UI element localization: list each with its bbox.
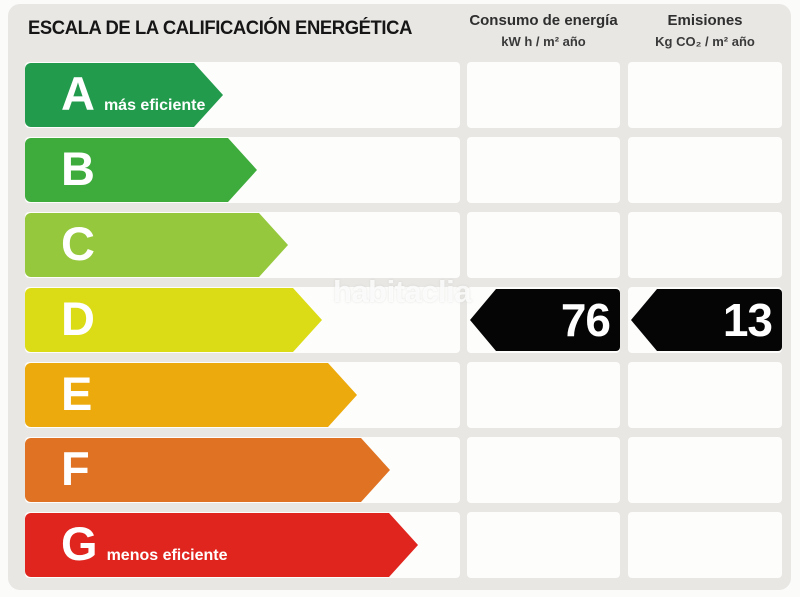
consumo-title: Consumo de energía [469, 12, 618, 29]
habitaclia-watermark: habitaclia [333, 274, 472, 309]
scale-track-f: F [25, 437, 460, 503]
emisiones-value-arrow: 13 [631, 289, 782, 351]
emisiones-value: 13 [722, 294, 773, 346]
rating-letter-f: F [61, 442, 90, 495]
scale-row-f: F [25, 437, 782, 503]
consumo-value-arrow: 76 [470, 289, 620, 351]
emisiones-cell-g [628, 512, 782, 578]
emisiones-cell-e [628, 362, 782, 428]
rating-arrow-b: B [25, 138, 257, 202]
scale-track-d: D [25, 287, 460, 353]
rating-letter-d: D [61, 292, 95, 345]
consumo-cell-b [467, 137, 620, 203]
scale-track-b: B [25, 137, 460, 203]
scale-row-d: D 76 13 [25, 287, 782, 353]
rating-arrow-d: D [25, 288, 322, 352]
consumo-value: 76 [560, 294, 611, 346]
scale-track-c: C [25, 212, 460, 278]
consumo-cell-d: 76 [467, 287, 620, 353]
rating-letter-a: A [61, 67, 95, 120]
emisiones-title: Emisiones [667, 12, 743, 29]
scale-row-b: B [25, 137, 782, 203]
rating-arrow-c: C [25, 213, 288, 277]
consumo-column-header: Consumo de energía kW h / m² año [467, 11, 620, 50]
emisiones-unit: Kg CO₂ / m² año [655, 34, 755, 49]
rating-label-g: menos eficiente [106, 547, 228, 564]
scale-row-c: C [25, 212, 782, 278]
scale-track-e: E [25, 362, 460, 428]
rating-arrow-e: E [25, 363, 357, 427]
consumo-cell-c [467, 212, 620, 278]
consumo-unit: kW h / m² año [501, 34, 586, 49]
rating-letter-g: G [61, 517, 98, 570]
page-title: ESCALA DE LA CALIFICACIÓN ENERGÉTICA [28, 18, 412, 39]
rating-letter-b: B [61, 142, 95, 195]
scale-row-e: E [25, 362, 782, 428]
consumo-cell-g [467, 512, 620, 578]
emisiones-cell-c [628, 212, 782, 278]
consumo-cell-f [467, 437, 620, 503]
consumo-cell-a [467, 62, 620, 128]
rating-label-a: más eficiente [103, 97, 206, 114]
emisiones-cell-b [628, 137, 782, 203]
emisiones-column-header: Emisiones Kg CO₂ / m² año [628, 11, 782, 50]
rating-letter-c: C [61, 217, 95, 270]
consumo-cell-e [467, 362, 620, 428]
emisiones-cell-a [628, 62, 782, 128]
rating-arrow-f: F [25, 438, 390, 502]
emisiones-cell-d: 13 [628, 287, 782, 353]
rating-letter-e: E [61, 367, 93, 420]
emisiones-cell-f [628, 437, 782, 503]
